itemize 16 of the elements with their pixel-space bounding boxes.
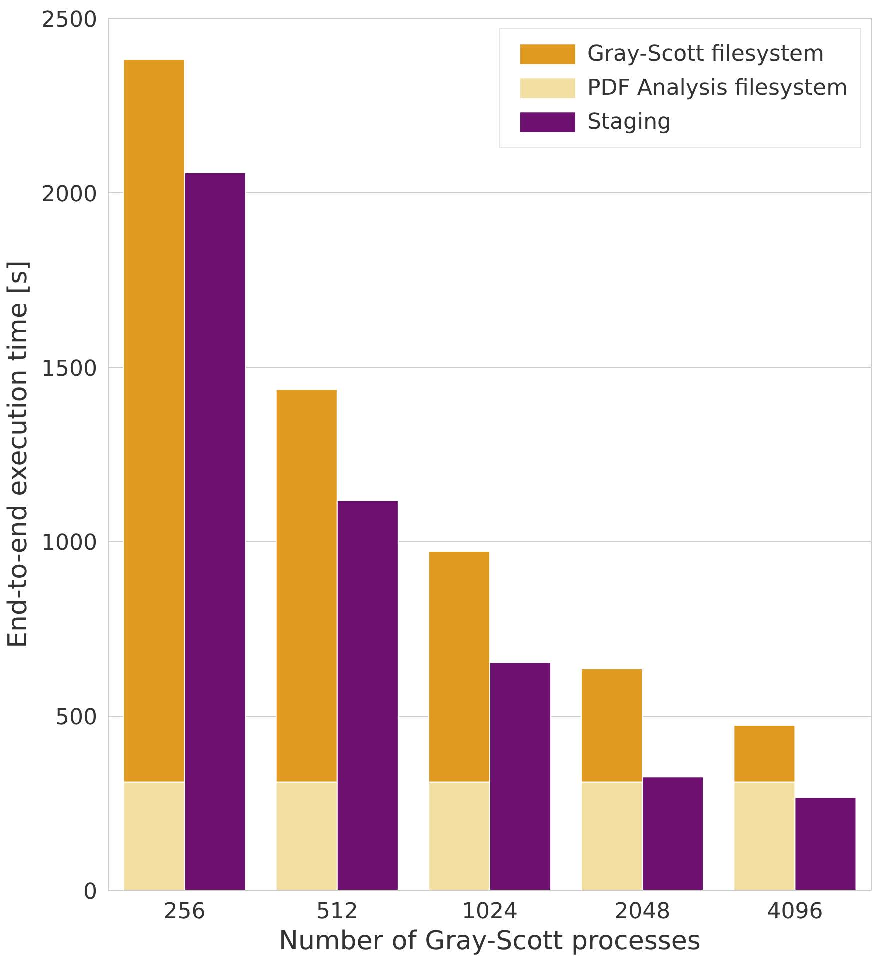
x-tick-label: 1024	[462, 900, 518, 924]
x-tick-label: 256	[164, 900, 206, 924]
y-tick-label: 1500	[42, 356, 98, 382]
x-tick-label: 4096	[767, 900, 824, 924]
legend-label: PDF Analysis filesystem	[587, 76, 848, 100]
y-tick-label: 1000	[42, 531, 98, 556]
x-tick-label: 512	[316, 900, 358, 924]
y-tick-label: 2500	[42, 8, 98, 33]
y-tick-label: 2000	[42, 182, 98, 208]
legend-label: Staging	[587, 110, 672, 134]
legend-label: Gray-Scott filesystem	[587, 42, 824, 66]
y-tick-label: 500	[56, 706, 98, 731]
x-tick-label: 2048	[614, 900, 671, 924]
x-axis-title: Number of Gray-Scott processes	[279, 926, 701, 956]
y-tick-label: 0	[84, 880, 98, 905]
y-axis-title: End-to-end execution time [s]	[4, 260, 34, 648]
